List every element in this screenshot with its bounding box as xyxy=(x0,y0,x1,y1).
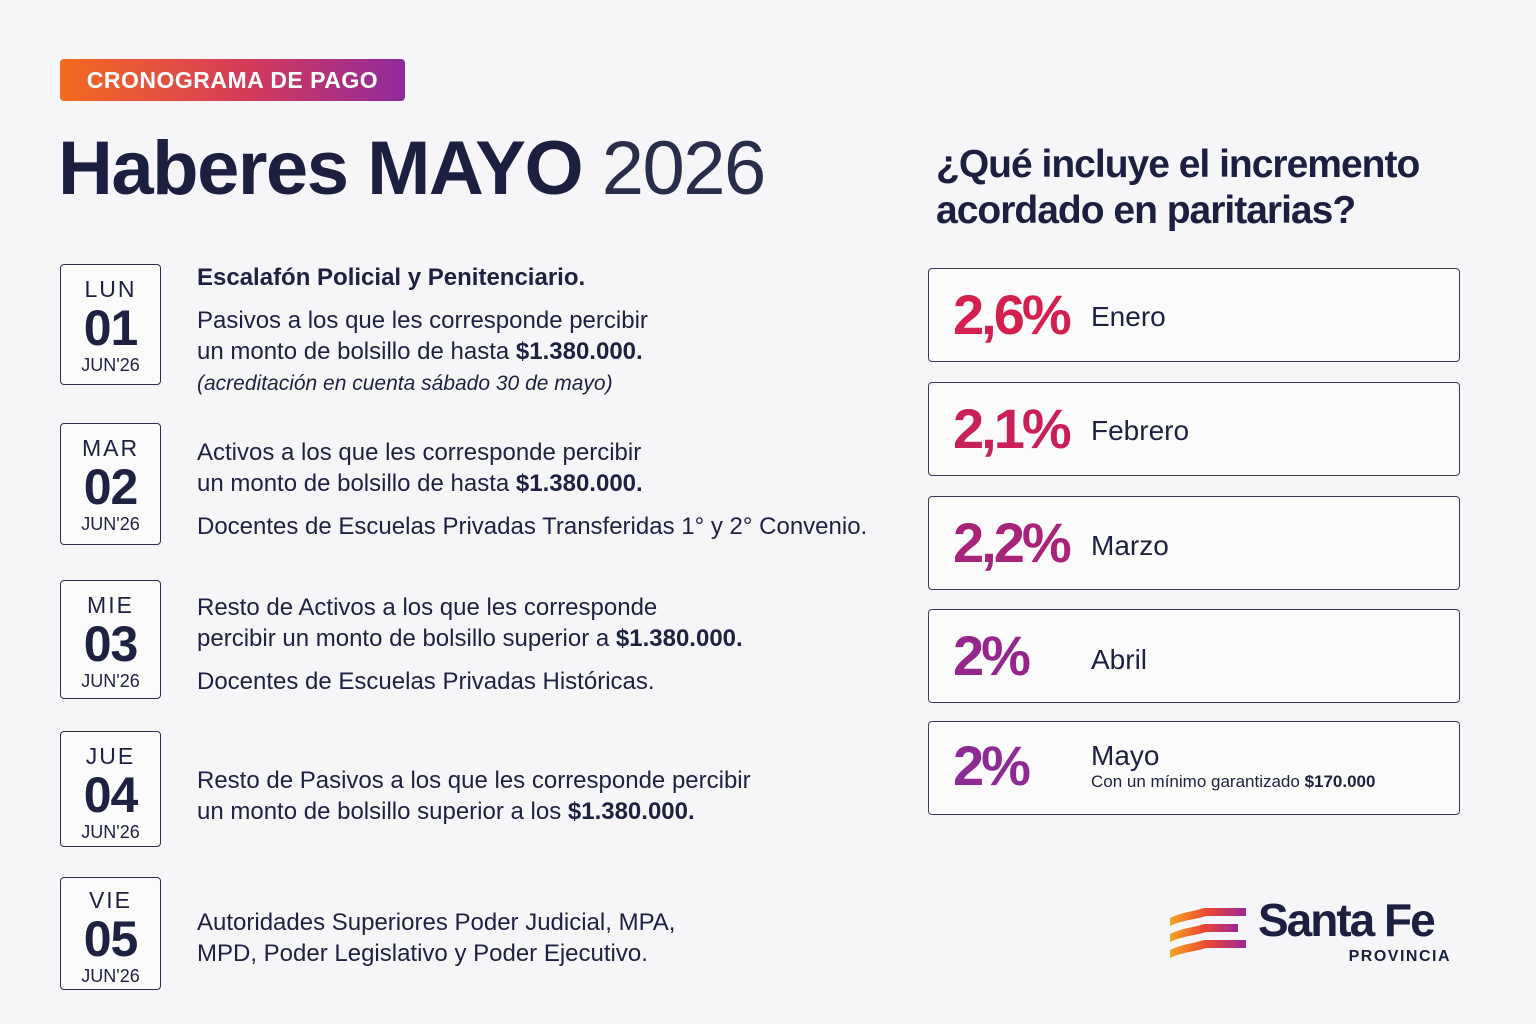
entry-line: Pasivos a los que les corresponde percib… xyxy=(197,307,648,334)
title-year: 2026 xyxy=(601,126,767,211)
increment-card-enero: 2,6% Enero xyxy=(928,268,1460,362)
entry-line: un monto de bolsillo de hasta $1.380.000… xyxy=(197,470,643,497)
entry-heading: Escalafón Policial y Penitenciario. xyxy=(197,264,586,291)
schedule-entry-04: Resto de Pasivos a los que les correspon… xyxy=(197,765,897,827)
weekday-label: MIE xyxy=(87,592,134,618)
title-main: Haberes MAYO xyxy=(58,126,584,211)
day-number: 01 xyxy=(83,300,139,356)
month-label: JUN'26 xyxy=(81,822,140,842)
date-badge-03: MIE 03 JUN'26 xyxy=(60,580,161,699)
entry-line: Resto de Pasivos a los que les correspon… xyxy=(197,767,751,794)
increment-percent: 2,6% xyxy=(953,283,1072,346)
increment-note: Con un mínimo garantizado $170.000 xyxy=(1091,772,1376,791)
month-label: JUN'26 xyxy=(81,671,140,691)
increment-percent: 2% xyxy=(953,734,1031,797)
entry-line: MPD, Poder Legislativo y Poder Ejecutivo… xyxy=(197,940,648,967)
santa-fe-logo: Santa Fe PROVINCIA xyxy=(1168,894,1458,976)
increment-month: Febrero xyxy=(1091,415,1190,446)
weekday-label: VIE xyxy=(88,887,133,913)
minimum-amount: $170.000 xyxy=(1304,772,1376,791)
logo-subtitle: PROVINCIA xyxy=(1348,948,1451,965)
entry-extra: Docentes de Escuelas Privadas Históricas… xyxy=(197,668,655,695)
day-number: 03 xyxy=(83,616,139,672)
date-badge-01: LUN 01 JUN'26 xyxy=(60,264,161,385)
entry-extra: Docentes de Escuelas Privadas Transferid… xyxy=(197,513,868,540)
increment-percent: 2% xyxy=(953,624,1031,687)
entry-line: Autoridades Superiores Poder Judicial, M… xyxy=(197,909,676,936)
month-label: JUN'26 xyxy=(81,514,140,534)
weekday-label: JUE xyxy=(85,743,136,769)
increment-percent: 2,1% xyxy=(953,397,1072,460)
amount: $1.380.000. xyxy=(615,625,743,652)
amount: $1.380.000. xyxy=(515,470,643,497)
date-badge-04: JUE 04 JUN'26 xyxy=(60,731,161,847)
logo-name: Santa Fe xyxy=(1258,894,1436,946)
weekday-label: MAR xyxy=(81,435,140,461)
increments-question: ¿Qué incluye el incremento acordado en p… xyxy=(936,143,1420,232)
entry-line: un monto de bolsillo de hasta $1.380.000… xyxy=(197,338,643,365)
month-label: JUN'26 xyxy=(81,966,140,986)
weekday-label: LUN xyxy=(84,276,137,302)
schedule-entry-03: Resto de Activos a los que les correspon… xyxy=(197,592,897,697)
entry-line: percibir un monto de bolsillo superior a… xyxy=(197,625,743,652)
increment-card-marzo: 2,2% Marzo xyxy=(928,496,1460,590)
entry-line: un monto de bolsillo superior a los $1.3… xyxy=(197,798,695,825)
day-number: 04 xyxy=(83,767,139,823)
increment-card-abril: 2% Abril xyxy=(928,609,1460,703)
santa-fe-logo-icon xyxy=(1170,908,1246,958)
increment-month: Enero xyxy=(1091,301,1166,332)
schedule-entry-02: Activos a los que les corresponde percib… xyxy=(197,437,917,542)
amount: $1.380.000. xyxy=(515,338,643,365)
schedule-entry-01: Escalafón Policial y Penitenciario. Pasi… xyxy=(197,262,897,401)
entry-line: Activos a los que les corresponde percib… xyxy=(197,439,642,466)
increment-card-febrero: 2,1% Febrero xyxy=(928,382,1460,476)
increment-month: Marzo xyxy=(1091,530,1169,561)
date-badge-02: MAR 02 JUN'26 xyxy=(60,423,161,545)
increment-percent: 2,2% xyxy=(953,511,1072,574)
day-number: 02 xyxy=(83,459,139,515)
amount: $1.380.000. xyxy=(567,798,695,825)
month-label: JUN'26 xyxy=(81,355,140,375)
entry-line: Resto de Activos a los que les correspon… xyxy=(197,594,658,621)
increment-month: Mayo xyxy=(1091,740,1160,771)
date-badge-05: VIE 05 JUN'26 xyxy=(60,877,161,990)
schedule-entry-05: Autoridades Superiores Poder Judicial, M… xyxy=(197,907,897,969)
section-badge: CRONOGRAMA DE PAGO xyxy=(60,59,405,101)
increment-card-mayo: 2% Mayo Con un mínimo garantizado $170.0… xyxy=(928,721,1460,815)
increment-month: Abril xyxy=(1091,644,1148,675)
page-title: Haberes MAYO 2026 xyxy=(58,124,767,214)
entry-note: (acreditación en cuenta sábado 30 de may… xyxy=(197,372,613,395)
day-number: 05 xyxy=(83,911,139,967)
